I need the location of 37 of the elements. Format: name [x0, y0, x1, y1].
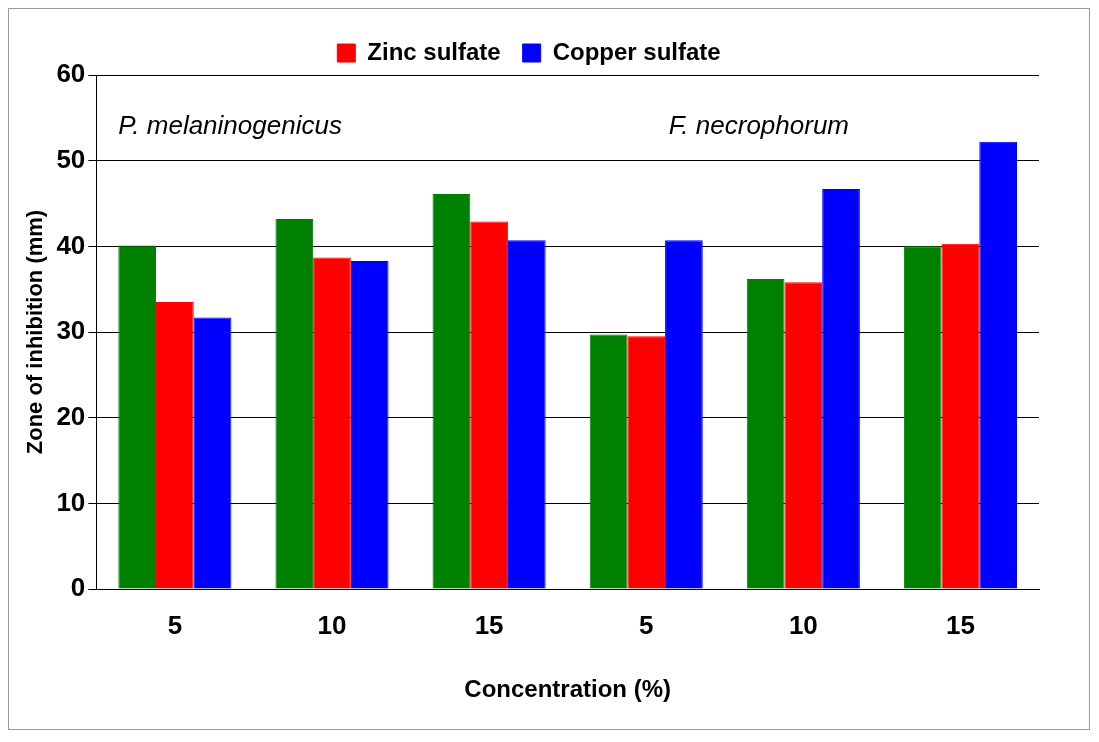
y-tick-label: 30 — [56, 315, 86, 346]
x-tick-label: 15 — [474, 609, 504, 640]
bar — [627, 336, 666, 589]
y-tick-label: 50 — [56, 143, 86, 174]
bar — [193, 317, 232, 589]
bar — [903, 246, 942, 589]
bar — [432, 194, 471, 589]
bar — [746, 278, 785, 589]
legend-label: Zinc sulfate — [367, 37, 501, 65]
annotation: F. necrophorum — [668, 110, 849, 141]
bar — [275, 218, 314, 589]
bar — [118, 245, 157, 589]
y-axis-title: Zone of inhibition (mm) — [22, 209, 48, 455]
bar — [589, 334, 628, 589]
y-tick-label: 20 — [56, 400, 86, 431]
x-tick-label: 5 — [638, 609, 654, 640]
x-tick-label: 10 — [788, 609, 818, 640]
bar — [350, 260, 389, 589]
y-tick-label: 40 — [56, 229, 86, 260]
legend-label: Copper sulfate — [552, 37, 721, 65]
bar — [665, 240, 703, 589]
bar — [313, 257, 351, 589]
y-tick-label: 0 — [70, 572, 86, 603]
bar — [156, 302, 194, 589]
x-tick-label: 15 — [945, 609, 975, 640]
annotation: P. melaninogenicus — [118, 110, 342, 141]
bar — [470, 221, 508, 589]
x-axis-title: Concentration (%) — [464, 675, 671, 703]
x-tick-label: 5 — [167, 609, 183, 640]
y-tick-label: 60 — [56, 58, 86, 89]
x-tick-label: 10 — [317, 609, 347, 640]
bar — [822, 188, 860, 589]
bar — [941, 243, 980, 589]
bar — [784, 282, 823, 589]
bar — [979, 141, 1017, 589]
y-tick-label: 10 — [56, 486, 86, 517]
bar — [507, 240, 546, 589]
